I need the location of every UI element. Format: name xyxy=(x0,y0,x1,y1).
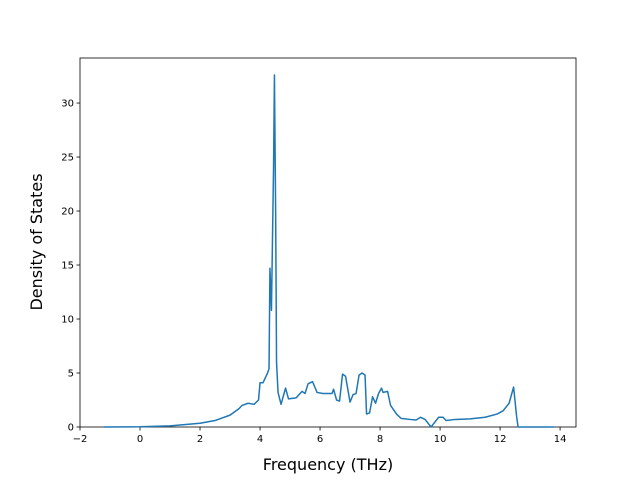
y-tick-label: 0 xyxy=(68,423,74,434)
x-tick-label: 4 xyxy=(257,434,263,445)
y-tick-label: 30 xyxy=(61,99,74,110)
x-tick-label: 2 xyxy=(197,434,203,445)
y-tick-label: 15 xyxy=(61,261,74,272)
y-axis-label: Density of States xyxy=(27,173,46,310)
x-tick-label: 14 xyxy=(554,434,567,445)
x-tick-label: 6 xyxy=(317,434,323,445)
x-tick-label: 10 xyxy=(434,434,447,445)
x-axis-label: Frequency (THz) xyxy=(263,455,393,474)
y-tick-label: 5 xyxy=(68,369,74,380)
plot-frame xyxy=(79,57,577,428)
x-tick-label: −2 xyxy=(73,434,88,445)
x-tick-label: 12 xyxy=(494,434,507,445)
y-tick-label: 10 xyxy=(61,315,74,326)
line xyxy=(103,74,555,428)
x-tick-label: 8 xyxy=(377,434,383,445)
y-tick-label: 20 xyxy=(61,207,74,218)
x-tick-label: 0 xyxy=(137,434,143,445)
y-tick-label: 25 xyxy=(61,153,74,164)
